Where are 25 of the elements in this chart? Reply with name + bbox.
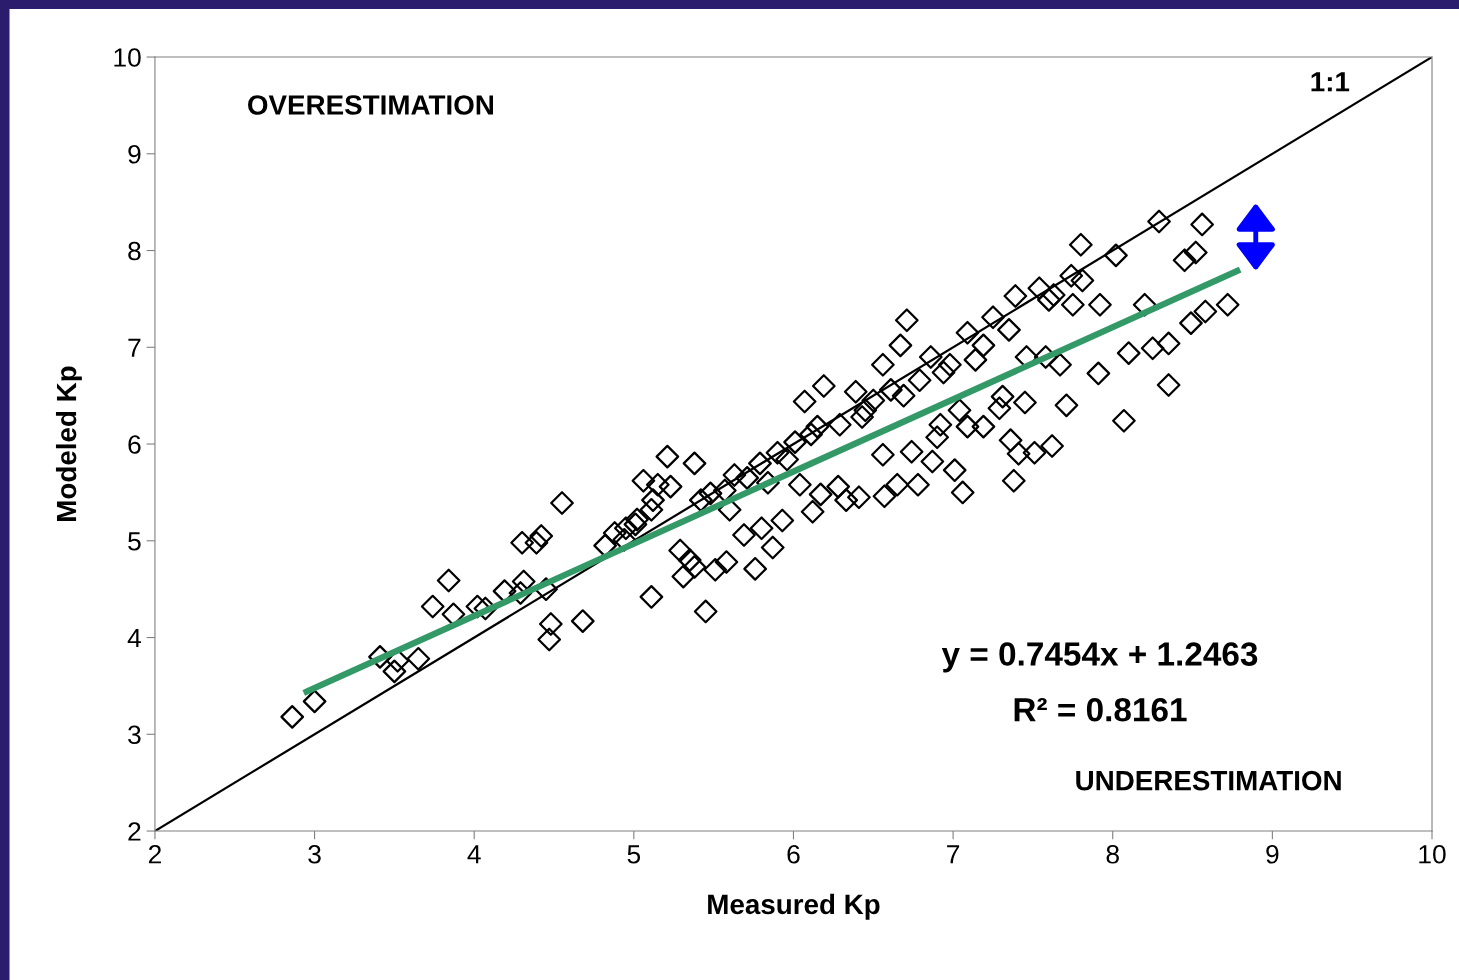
y-tick-label: 6 [128, 435, 141, 454]
y-tick-label: 9 [128, 144, 141, 164]
x-tick-label: 5 [627, 845, 641, 864]
y-tick-label: 3 [128, 725, 141, 745]
annotation: 1:1 [1311, 72, 1350, 92]
x-tick-label: 6 [787, 844, 800, 864]
y-tick-label: 8 [128, 241, 141, 261]
x-tick-label: 4 [467, 845, 481, 864]
annotation: UNDERESTIMATION [1076, 770, 1341, 791]
x-tick-label: 2 [148, 844, 161, 864]
x-tick-label: 10 [1419, 844, 1446, 864]
y-tick-label: 4 [127, 628, 141, 648]
x-tick-label: 7 [947, 845, 960, 864]
annotation: y = 0.7454x + 1.2463 [941, 642, 1258, 673]
x-axis-title: Measured Kp [708, 893, 880, 920]
y-axis-title: Modeled Kp [55, 366, 82, 521]
annotation: OVERESTIMATION [248, 95, 493, 115]
y-tick-label: 5 [128, 532, 141, 551]
x-tick-label: 8 [1106, 844, 1119, 864]
x-tick-label: 9 [1266, 844, 1279, 864]
annotation: R² = 0.8161 [1014, 697, 1187, 722]
y-tick-label: 2 [128, 822, 141, 841]
y-tick-label: 10 [114, 48, 141, 67]
x-tick-label: 3 [308, 844, 321, 864]
y-tick-label: 7 [128, 338, 141, 357]
